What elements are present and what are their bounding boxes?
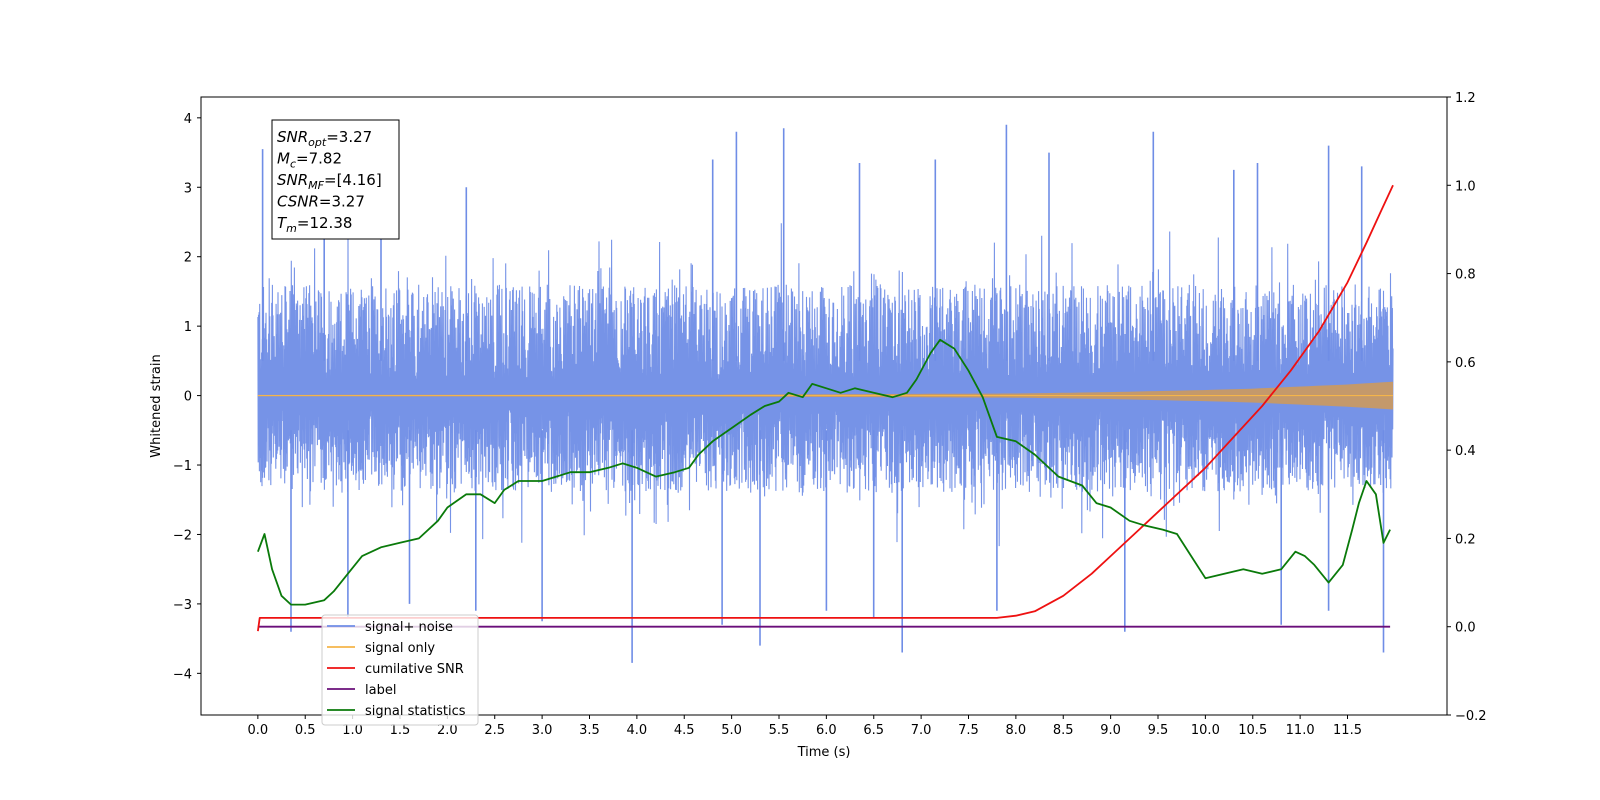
legend-label: signal+ noise [365, 620, 453, 635]
x-tick-label: 11.0 [1286, 723, 1315, 738]
annotation-symbol: SNR [277, 128, 308, 146]
y2-tick-label: 0.4 [1455, 444, 1476, 459]
annotation-box: SNRopt=3.27Mc=7.82SNRMF=[4.16]CSNR=3.27T… [271, 119, 400, 240]
y2-tick-label: 0.2 [1455, 532, 1476, 547]
x-tick-label: 7.0 [911, 723, 932, 738]
x-tick-label: 6.0 [816, 723, 837, 738]
y-tick-label: 1 [184, 320, 192, 335]
legend-label: label [365, 683, 396, 698]
annotation-subscript: MF [308, 179, 324, 192]
annotation-value: =[4.16] [324, 171, 382, 189]
y-axis-left: −4 −3 −2 −1 0 1 2 3 4 [173, 112, 201, 682]
x-tick-label: 3.5 [579, 723, 600, 738]
series-signal-noise-extremes [261, 124, 1385, 663]
x-tick-label: 8.5 [1053, 723, 1074, 738]
annotation-line: CSNR=3.27 [277, 193, 365, 211]
y-tick-label: −1 [173, 459, 192, 474]
y-tick-label: 3 [184, 181, 192, 196]
x-tick-label: 10.0 [1191, 723, 1220, 738]
series-signal-noise [257, 223, 1394, 547]
x-tick-label: 11.5 [1333, 723, 1362, 738]
annotation-symbol: T [277, 214, 288, 232]
y-tick-label: 0 [184, 390, 192, 405]
annotation-line: SNRopt=3.27 [277, 128, 372, 149]
x-tick-label: 6.5 [863, 723, 884, 738]
x-tick-label: 3.0 [532, 723, 553, 738]
y2-tick-label: 0.0 [1455, 621, 1476, 636]
y2-tick-label: −0.2 [1455, 709, 1487, 724]
annotation-subscript: opt [308, 136, 327, 149]
annotation-line: SNRMF=[4.16] [277, 171, 382, 192]
legend: signal+ noise signal only cumilative SNR la… [321, 614, 479, 726]
legend-label: cumilative SNR [365, 662, 464, 677]
x-axis-label: Time (s) [797, 745, 851, 760]
series-signal-statistics [257, 338, 1391, 606]
series-cumulative-snr [257, 184, 1394, 632]
x-tick-label: 2.0 [437, 723, 458, 738]
axes-frame [200, 96, 1448, 716]
x-tick-label: 10.5 [1238, 723, 1267, 738]
y-tick-label: −2 [173, 528, 192, 543]
x-axis: 0.0 0.5 1.0 1.5 2.0 2.5 3.0 3.5 4.0 4.5 5.0 5.5 6.0 6… [248, 715, 1362, 738]
x-tick-label: 7.5 [958, 723, 979, 738]
annotation-line: Tm=12.38 [277, 214, 352, 235]
annotation-value: =7.82 [296, 150, 342, 168]
x-tick-label: 9.5 [1148, 723, 1169, 738]
annotation-subscript: m [286, 222, 297, 235]
annotation-value: =12.38 [297, 214, 353, 232]
legend-frame [321, 614, 479, 726]
x-tick-label: 4.0 [627, 723, 648, 738]
annotation-value: =3.27 [319, 193, 365, 211]
x-tick-label: 5.0 [721, 723, 742, 738]
annotation-line: Mc=7.82 [277, 150, 342, 171]
y2-tick-label: 0.8 [1455, 268, 1476, 283]
legend-label: signal statistics [365, 704, 466, 719]
y-axis-right: −0.2 0.0 0.2 0.4 0.6 0.8 1.0 1.2 [1447, 91, 1487, 724]
x-tick-label: 1.5 [390, 723, 411, 738]
x-tick-label: 8.0 [1006, 723, 1027, 738]
x-tick-label: 4.5 [674, 723, 695, 738]
y2-tick-label: 0.6 [1455, 356, 1476, 371]
y-tick-label: 2 [184, 251, 192, 266]
x-tick-label: 0.5 [295, 723, 316, 738]
legend-label: signal only [365, 641, 435, 656]
y-tick-label: 4 [184, 112, 192, 127]
x-tick-label: 5.5 [769, 723, 790, 738]
x-tick-label: 0.0 [248, 723, 269, 738]
annotation-subscript: c [290, 158, 296, 171]
y-tick-label: −3 [173, 598, 192, 613]
y2-tick-label: 1.0 [1455, 179, 1476, 194]
y-tick-label: −4 [173, 667, 192, 682]
x-tick-label: 2.5 [484, 723, 505, 738]
x-tick-label: 1.0 [342, 723, 363, 738]
annotation-symbol: M [277, 150, 290, 168]
annotation-symbol: SNR [277, 171, 308, 189]
x-tick-label: 9.0 [1100, 723, 1121, 738]
annotation-value: =3.27 [326, 128, 372, 146]
y2-tick-label: 1.2 [1455, 91, 1476, 106]
annotation-symbol: CSNR [277, 193, 319, 211]
y-axis-label: Whitened strain [149, 354, 164, 457]
annotation-frame [271, 119, 400, 240]
